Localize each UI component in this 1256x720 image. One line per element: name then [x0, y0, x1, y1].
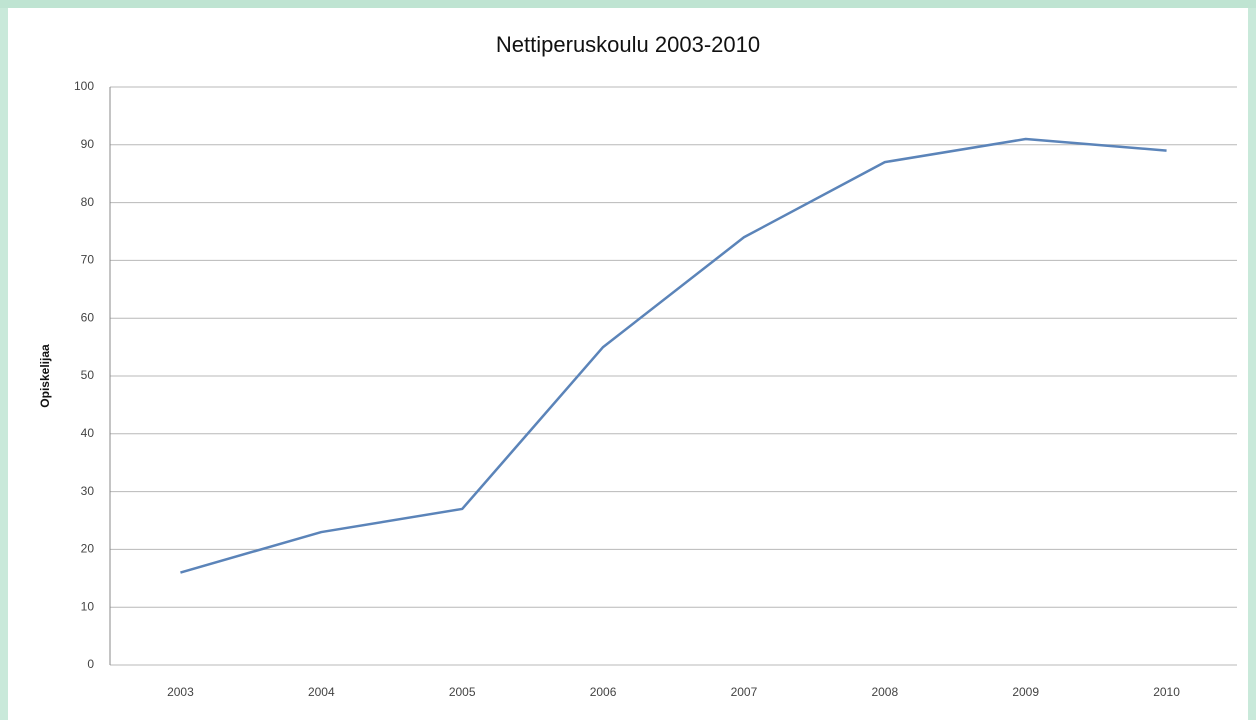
y-axis-label: Opiskelijaa	[38, 344, 52, 408]
x-tick-label: 2008	[871, 685, 898, 699]
top-band	[0, 0, 1256, 8]
y-tick-label: 30	[81, 484, 95, 498]
y-tick-label: 70	[81, 253, 95, 267]
y-tick-label: 0	[87, 657, 94, 671]
chart-title: Nettiperuskoulu 2003-2010	[496, 32, 760, 57]
y-tick-label: 40	[81, 426, 95, 440]
line-series	[180, 137, 1167, 574]
y-tick-label: 80	[81, 195, 95, 209]
x-tick-label: 2004	[308, 685, 335, 699]
x-tick-label: 2010	[1153, 685, 1180, 699]
y-tick-label: 60	[81, 310, 95, 324]
x-tick-label: 2007	[731, 685, 758, 699]
y-tick-label: 50	[81, 368, 95, 382]
y-tick-label: 20	[81, 542, 95, 556]
x-tick-label: 2006	[590, 685, 617, 699]
x-tick-label: 2003	[167, 685, 194, 699]
chart-panel	[8, 8, 1248, 720]
y-tick-label: 90	[81, 137, 95, 151]
y-tick-label: 10	[81, 599, 95, 613]
x-tick-label: 2005	[449, 685, 476, 699]
x-tick-label: 2009	[1012, 685, 1039, 699]
y-tick-label: 100	[74, 79, 94, 93]
